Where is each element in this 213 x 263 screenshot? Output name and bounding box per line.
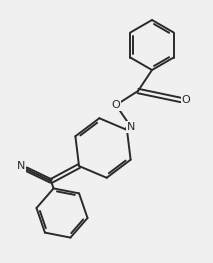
Text: N: N xyxy=(127,122,135,132)
Text: N: N xyxy=(17,161,25,171)
Text: O: O xyxy=(112,100,120,110)
Text: O: O xyxy=(182,95,190,105)
